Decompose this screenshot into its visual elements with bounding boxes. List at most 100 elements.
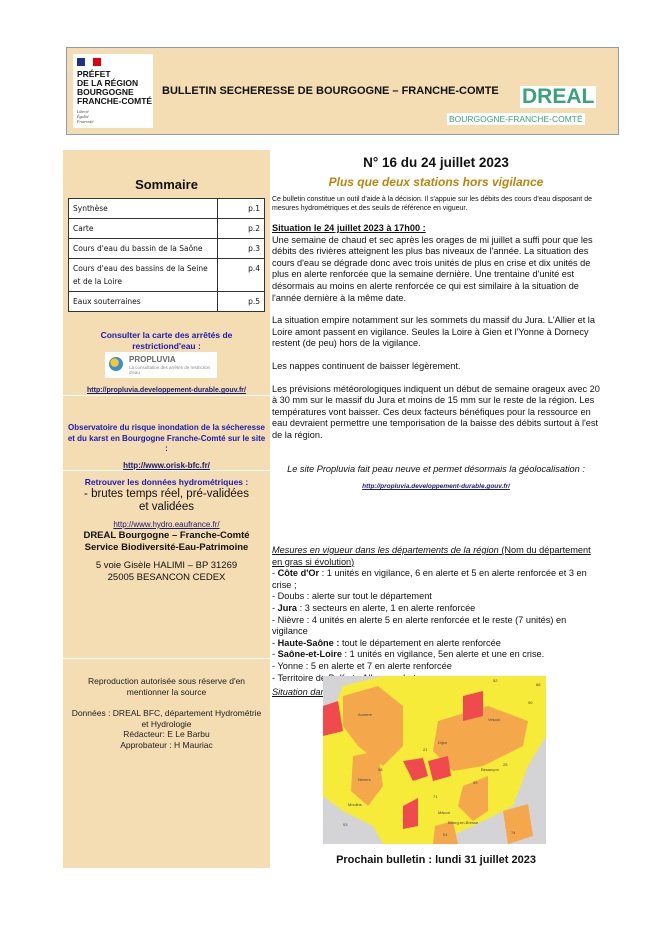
map-alert-zone <box>458 776 488 821</box>
map-label: Bourg-en-Bresse <box>448 820 479 825</box>
situation-paragraph: La situation empire notamment sur les so… <box>272 315 595 349</box>
org-service: Service Biodiversité-Eau-Patrimoine <box>84 542 249 553</box>
hydro-title: Retrouver les données hydrométriques : <box>84 477 249 487</box>
measure-text: : 1 unités en vigilance, 5en alerte et u… <box>341 649 545 660</box>
measure-department: Yonne <box>277 661 304 672</box>
map-label: 68 <box>536 682 541 687</box>
map-label: 03 <box>343 822 348 827</box>
main-content: N° 16 du 24 juillet 2023 Plus que deux s… <box>272 150 600 699</box>
map-crisis-zone <box>463 691 483 721</box>
hydro-link[interactable]: http://www.hydro.eaufrance.fr/ <box>113 520 220 529</box>
toc-row[interactable]: Carte p.2 <box>68 218 265 239</box>
map-alert-zone <box>433 821 458 844</box>
toc-page: p.5 <box>217 291 265 312</box>
measure-item: - Haute-Saône : tout le département en a… <box>272 637 501 648</box>
next-bulletin: Prochain bulletin : lundi 31 juillet 202… <box>336 854 536 866</box>
propluvia-link[interactable]: http://propluvia.developpement-durable.g… <box>87 387 246 394</box>
map-label: 52 <box>493 678 498 683</box>
approbateur: Approbateur : H Mauriac <box>120 739 213 750</box>
measures-list: - Côte d'Or : 1 unités en vigilance, 6 e… <box>272 568 600 684</box>
hydro-text: - brutes temps réel, pré-validées et val… <box>84 488 249 513</box>
propluvia-logo[interactable]: PROPLUVIA La consultation des arrêtés de… <box>105 352 217 378</box>
measure-text: tout le département en alerte renforcée <box>339 637 501 648</box>
map-label: Besançon <box>481 767 499 772</box>
map-label: Moulins <box>348 802 362 807</box>
measures-heading-note: (Nom du département en gras si évolution… <box>272 545 591 567</box>
toc-row[interactable]: Cours d'eau des bassins de la Seine et d… <box>68 258 265 292</box>
measure-department: Haute-Saône : <box>277 637 340 648</box>
propluvia-prompt: Consulter la carte des arrêtés de restri… <box>100 330 233 351</box>
map-label: Mâcon <box>438 810 450 815</box>
situation-heading: Situation le 24 juillet 2023 à 17h00 : <box>272 223 426 233</box>
orisk-link[interactable]: http://www.orisk-bfc.fr/ <box>123 461 210 470</box>
measure-text: : 5 en alerte et 7 en alerte renforcée <box>303 661 452 672</box>
propluvia-main-link[interactable]: http://propluvia.developpement-durable.g… <box>362 483 510 491</box>
toc-row[interactable]: Synthèse p.1 <box>68 198 265 219</box>
sidebar: Sommaire Synthèse p.1 Carte p.2 Cours d'ea… <box>63 150 270 868</box>
motto-line: Égalité <box>77 114 89 119</box>
map-alert-zone <box>351 751 383 806</box>
measure-text: : 3 secteurs en alerte, 1 en alerte renf… <box>297 603 476 614</box>
motto-line: Liberté <box>77 109 89 114</box>
address-line: 5 voie Gisèle HALIMI – BP 31269 <box>95 560 238 571</box>
map-crisis-zone <box>428 756 451 781</box>
map-alert-zone <box>343 686 403 766</box>
map-label: Dijon <box>438 740 447 745</box>
measures-heading: Mesures en vigueur dans les départements… <box>272 545 499 556</box>
prefet-logo: PRÉFET DE LA RÉGION BOURGOGNE FRANCHE-CO… <box>73 54 153 128</box>
motto-line: Fraternité <box>77 119 94 124</box>
measure-department: Nièvre <box>277 614 305 625</box>
forecast-paragraph: Les prévisions météorologiques indiquent… <box>272 383 600 440</box>
drought-map: Auxerre 58 Nevers 21 Dijon Vesoul Besançon 25 39… <box>323 676 546 844</box>
toc-row[interactable]: Cours d'eau du bassin de la Saône p.3 <box>68 238 265 259</box>
prefet-logo-line: PRÉFET <box>77 69 111 79</box>
map-alert-zone <box>433 706 528 771</box>
header-banner: PRÉFET DE LA RÉGION BOURGOGNE FRANCHE-CO… <box>66 47 619 135</box>
toc-label: Eaux souterraines <box>68 291 218 312</box>
propluvia-note: Le site Propluvia fait peau neuve et per… <box>287 463 585 474</box>
propluvia-drop-icon <box>109 357 123 371</box>
bulletin-number: N° 16 du 24 juillet 2023 <box>363 155 509 170</box>
measure-department: Jura <box>277 603 298 614</box>
measure-department: Côte d'Or <box>277 568 320 579</box>
propluvia-logo-text: PROPLUVIA <box>129 355 176 364</box>
data-source: Données : DREAL BFC, département Hydromé… <box>71 708 262 729</box>
toc-page: p.3 <box>217 238 265 259</box>
map-label: 01 <box>443 832 448 837</box>
toc-page: p.4 <box>217 258 265 292</box>
toc-label: Carte <box>68 218 218 239</box>
map-label: 71 <box>433 794 438 799</box>
toc-label: Synthèse <box>68 198 218 219</box>
map-label: Auxerre <box>358 712 373 717</box>
groundwater-paragraph: Les nappes continuent de baisser légèrem… <box>272 360 461 371</box>
toc-label: Cours d'eau des bassins de la Seine et d… <box>68 258 218 292</box>
flag-icon <box>77 58 85 66</box>
prefet-logo-line: BOURGOGNE <box>77 87 134 97</box>
map-label: 25 <box>503 762 508 767</box>
toc-page: p.1 <box>217 198 265 219</box>
measure-item: - Jura : 3 secteurs en alerte, 1 en aler… <box>272 603 476 614</box>
table-of-contents: Synthèse p.1 Carte p.2 Cours d'eau du bass… <box>68 198 265 312</box>
propluvia-logo-subtitle: La consultation des arrêtés de restricti… <box>129 365 211 375</box>
map-label: 39 <box>473 780 478 785</box>
intro-text: Ce bulletin constitue un outil d'aide à … <box>272 196 592 212</box>
measure-item: - Saône-et-Loire : 1 unités en vigilance… <box>272 649 545 660</box>
measure-text: : 1 unités en vigilance, 6 en alerte et … <box>272 568 587 590</box>
map-label: 90 <box>528 700 533 705</box>
dreal-logo: DREAL <box>520 85 597 108</box>
measure-item: - Doubs : alerte sur tout le département <box>272 591 432 602</box>
measure-item: - Nièvre : 4 unités en alerte 5 en alert… <box>272 614 567 637</box>
address-line: 25005 BESANCON CEDEX <box>107 572 226 583</box>
reproduction-note: Reproduction autorisée sous réserve d'en… <box>87 676 246 697</box>
measure-item: - Côte d'Or : 1 unités en vigilance, 6 e… <box>272 568 587 590</box>
map-label: Nevers <box>358 777 371 782</box>
toc-row[interactable]: Eaux souterraines p.5 <box>68 291 265 312</box>
redacteur: Rédacteur: E Le Barbu <box>123 729 210 739</box>
map-alert-zone <box>503 804 533 844</box>
situation-paragraph: Une semaine de chaud et sec après les or… <box>272 234 593 303</box>
orisk-text: Observatoire du risque inondation de la … <box>67 423 266 453</box>
measure-department: Territoire de Belfort <box>277 672 356 683</box>
measure-department: Saône-et-Loire <box>277 649 342 660</box>
toc-page: p.2 <box>217 218 265 239</box>
